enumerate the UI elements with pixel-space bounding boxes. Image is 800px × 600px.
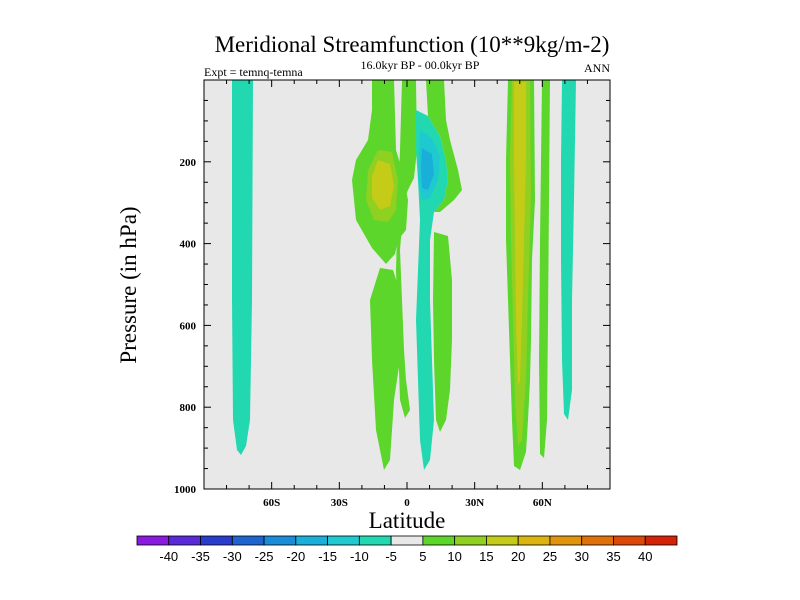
colorbar-swatch — [263, 535, 297, 546]
colorbar-swatch — [644, 535, 678, 546]
y-tick-label: 200 — [180, 157, 197, 169]
contour-equatorial-negative-column — [416, 110, 448, 470]
contour-northern-subtropical-strip — [433, 232, 452, 432]
colorbar-swatch — [422, 535, 456, 546]
colorbar-swatch — [390, 535, 424, 546]
colorbar-level-label: 10 — [447, 549, 461, 564]
colorbar-level-label: 25 — [543, 549, 557, 564]
x-axis-ticks: 60S 30S 0 30N 60N — [226, 80, 588, 509]
colorbar-swatch — [517, 535, 551, 546]
colorbar-swatch — [168, 535, 201, 546]
colorbar-swatch — [136, 535, 170, 546]
chart-title: Meridional Streamfunction (10**9kg/m-2) — [215, 32, 610, 57]
contour-southern-band — [232, 80, 253, 455]
y-tick-label: 400 — [180, 239, 197, 251]
colorbar-level-label: 20 — [511, 549, 525, 564]
colorbar-level-label: 35 — [606, 549, 620, 564]
x-tick-label: 60S — [263, 497, 280, 509]
y-tick-label: 600 — [180, 320, 197, 332]
contour-northern-midlatitude-core — [514, 82, 526, 386]
colorbar-swatch — [454, 535, 487, 546]
colorbar-swatch — [200, 535, 233, 546]
colorbar-level-label: 5 — [419, 549, 426, 564]
colorbar-swatch — [486, 535, 519, 546]
experiment-label: Expt = temnq-temna — [204, 65, 303, 79]
colorbar-swatch — [613, 535, 646, 546]
colorbar-level-label: -35 — [191, 549, 210, 564]
x-tick-label: 60N — [533, 497, 552, 509]
contour-plot-area — [204, 80, 610, 489]
season-label: ANN — [584, 61, 610, 75]
colorbar-swatch — [231, 535, 265, 546]
colorbar-level-label: 40 — [638, 549, 652, 564]
contour-equatorial-positive-column — [396, 80, 417, 418]
contour-tropical-core-inner — [372, 160, 394, 210]
contour-equatorial-positive-strip — [426, 80, 462, 212]
colorbar-level-label: -20 — [286, 549, 305, 564]
colorbar-level-label: -40 — [159, 549, 178, 564]
contour-high-latitude-strip-b — [561, 80, 576, 420]
y-tick-label: 1000 — [174, 484, 197, 496]
x-tick-label: 30S — [331, 497, 348, 509]
contour-high-latitude-strip-a — [539, 80, 550, 458]
x-axis-label: Latitude — [369, 508, 446, 533]
x-tick-label: 30N — [465, 497, 484, 509]
chart-subtitle: 16.0kyr BP - 00.0kyr BP — [361, 58, 480, 72]
x-tick-label: 0 — [404, 497, 410, 509]
colorbar-swatch — [327, 535, 360, 546]
y-tick-label: 800 — [180, 402, 197, 414]
colorbar-swatch — [549, 535, 583, 546]
colorbar-level-label: -30 — [223, 549, 242, 564]
y-axis-ticks: 200 400 600 800 1000 — [174, 99, 610, 496]
colorbar-level-label: -15 — [318, 549, 337, 564]
contour-tropical-lower-lobe — [370, 268, 402, 470]
colorbar-swatch — [581, 535, 614, 546]
colorbar-level-label: -10 — [350, 549, 369, 564]
colorbar: -40 -35 -30 -25 -20 -15 -10 -5 5 10 15 20 25 30 35 40 — [136, 535, 678, 564]
colorbar-level-label: 15 — [479, 549, 493, 564]
y-axis-label: Pressure (in hPa) — [116, 206, 141, 363]
colorbar-level-label: 30 — [574, 549, 588, 564]
colorbar-level-label: -25 — [255, 549, 274, 564]
colorbar-swatch — [358, 535, 392, 546]
colorbar-swatch — [295, 535, 328, 546]
contour-equatorial-negative-core-inner — [421, 148, 434, 190]
colorbar-level-label: -5 — [385, 549, 397, 564]
